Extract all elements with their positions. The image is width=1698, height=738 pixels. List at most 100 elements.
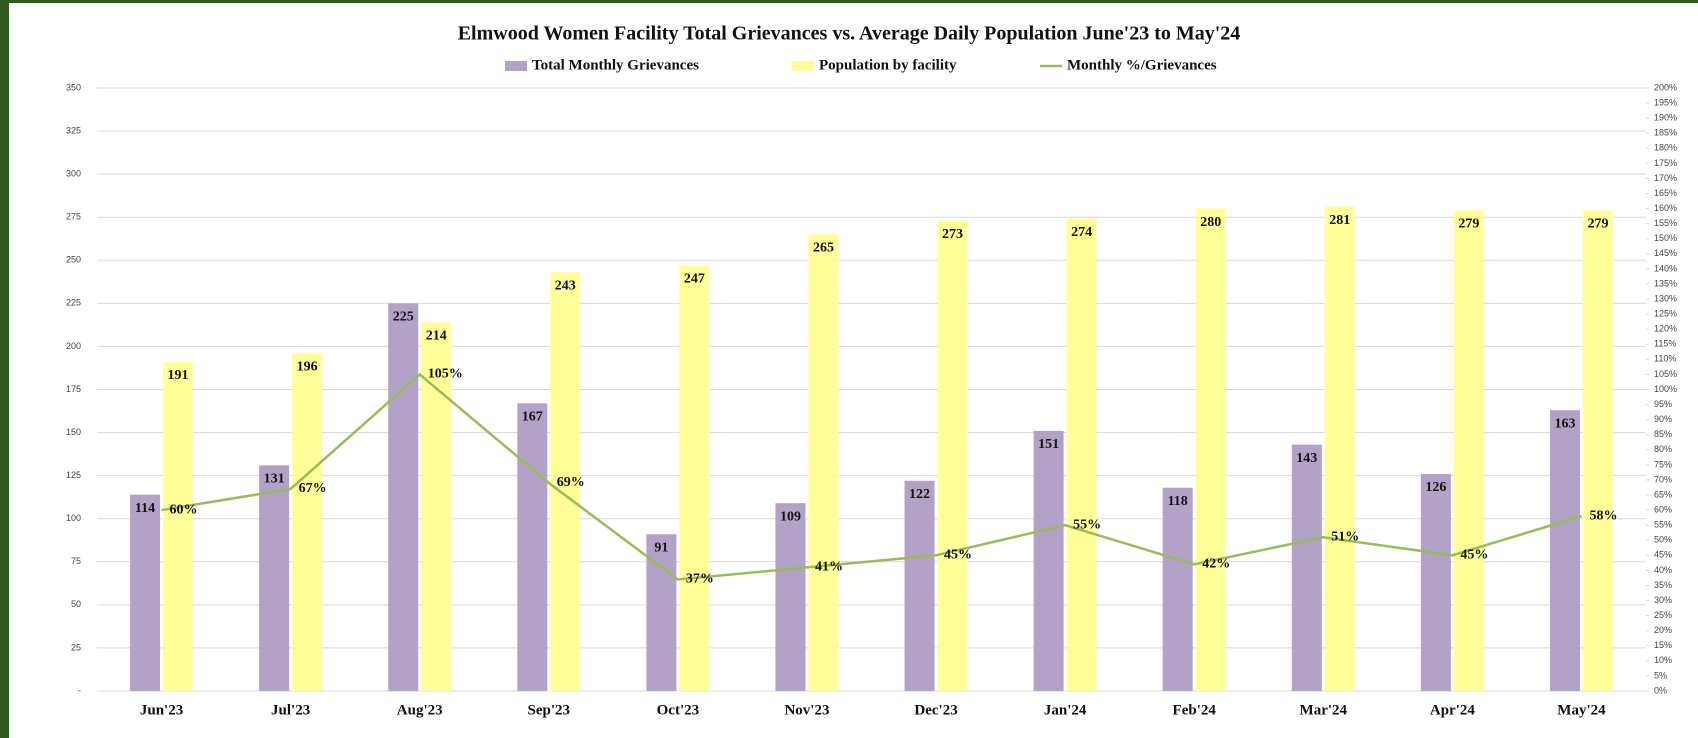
y2-tick-label: 155% bbox=[1654, 218, 1677, 228]
legend-swatch bbox=[792, 61, 814, 71]
bar-value-label: 91 bbox=[654, 540, 668, 555]
y2-tick-label: 175% bbox=[1654, 158, 1677, 168]
y2-tick-label: 55% bbox=[1654, 520, 1672, 530]
bar bbox=[130, 494, 161, 691]
y-tick-label: 50 bbox=[71, 599, 81, 609]
legend-label: Population by facility bbox=[819, 57, 957, 73]
bar-value-label: 163 bbox=[1554, 416, 1575, 431]
line-value-label: 51% bbox=[1331, 529, 1359, 544]
y2-tick-label: 85% bbox=[1654, 429, 1672, 439]
bar bbox=[388, 303, 419, 691]
line-value-label: 41% bbox=[815, 560, 843, 575]
y2-tick-label: 75% bbox=[1654, 459, 1672, 469]
bar-value-label: 191 bbox=[168, 368, 189, 383]
y2-tick-label: 25% bbox=[1654, 610, 1672, 620]
bar-value-label: 214 bbox=[426, 329, 447, 344]
bar bbox=[775, 503, 806, 691]
y2-tick-label: 60% bbox=[1654, 504, 1672, 514]
y2-tick-label: 10% bbox=[1654, 655, 1672, 665]
x-tick-label: Jun'23 bbox=[140, 702, 183, 718]
bar bbox=[421, 322, 452, 691]
bar-value-label: 196 bbox=[297, 360, 318, 375]
y2-tick-label: 20% bbox=[1654, 625, 1672, 635]
y-tick-label: 225 bbox=[66, 298, 81, 308]
y-tick-label: 300 bbox=[66, 169, 81, 179]
bar-value-label: 167 bbox=[522, 410, 543, 425]
line bbox=[161, 372, 1582, 581]
y-tick-label: 200 bbox=[66, 341, 81, 351]
y2-tick-label: 165% bbox=[1654, 188, 1677, 198]
y2-tick-label: 110% bbox=[1654, 354, 1676, 364]
y2-tick-label: 170% bbox=[1654, 173, 1677, 183]
line-value-label: 60% bbox=[170, 502, 198, 517]
bar bbox=[1033, 430, 1064, 691]
bar-value-label: 122 bbox=[909, 487, 930, 502]
y2-tick-label: 200% bbox=[1654, 82, 1677, 92]
bar-value-label: 280 bbox=[1200, 215, 1221, 230]
y2-tick-label: 195% bbox=[1654, 97, 1677, 107]
line-value-label: 55% bbox=[1073, 517, 1101, 532]
x-tick-label: Jul'23 bbox=[271, 702, 310, 718]
y-tick-label: - bbox=[78, 685, 81, 695]
y-tick-label: 25 bbox=[71, 642, 81, 652]
y2-tick-label: 115% bbox=[1654, 339, 1676, 349]
bar-value-label: 279 bbox=[1458, 217, 1479, 232]
x-tick-label: Sep'23 bbox=[528, 702, 571, 718]
y2-tick-label: 0% bbox=[1654, 685, 1667, 695]
bar-value-label: 265 bbox=[813, 241, 834, 256]
y2-tick-label: 30% bbox=[1654, 595, 1672, 605]
y2-tick-label: 135% bbox=[1654, 278, 1677, 288]
y-tick-label: 250 bbox=[66, 255, 81, 265]
y2-tick-label: 5% bbox=[1654, 670, 1667, 680]
y2-tick-label: 185% bbox=[1654, 128, 1677, 138]
bar-value-label: 243 bbox=[555, 279, 576, 294]
legend-label: Total Monthly Grievances bbox=[532, 57, 699, 73]
y2-tick-label: 35% bbox=[1654, 580, 1672, 590]
bar bbox=[517, 403, 548, 691]
y2-tick-label: 45% bbox=[1654, 550, 1672, 560]
bar-value-label: 118 bbox=[1168, 494, 1188, 509]
bar-value-label: 247 bbox=[684, 272, 705, 287]
bar-value-label: 279 bbox=[1587, 217, 1608, 232]
y2-tick-label: 180% bbox=[1654, 143, 1677, 153]
y2-tick-label: 125% bbox=[1654, 309, 1677, 319]
bar bbox=[1291, 444, 1322, 691]
x-tick-label: Nov'23 bbox=[784, 702, 829, 718]
bar bbox=[259, 465, 290, 691]
bar bbox=[1549, 410, 1580, 691]
bar-value-label: 114 bbox=[135, 501, 155, 516]
y-tick-label: 175 bbox=[66, 384, 81, 394]
bar bbox=[808, 234, 839, 691]
bar bbox=[679, 265, 710, 691]
bar-value-label: 274 bbox=[1071, 225, 1092, 240]
x-tick-label: Jan'24 bbox=[1044, 702, 1087, 718]
bar bbox=[1195, 208, 1226, 691]
x-tick-label: Oct'23 bbox=[657, 702, 700, 718]
bar-value-label: 281 bbox=[1329, 213, 1350, 228]
y2-tick-label: 65% bbox=[1654, 489, 1672, 499]
bar bbox=[1066, 218, 1097, 692]
bar bbox=[1582, 210, 1613, 691]
y2-tick-label: 70% bbox=[1654, 474, 1672, 484]
bar bbox=[292, 353, 323, 691]
y2-tick-label: 105% bbox=[1654, 369, 1677, 379]
bar bbox=[1453, 210, 1484, 691]
y2-tick-label: 50% bbox=[1654, 535, 1672, 545]
x-tick-label: Dec'23 bbox=[914, 702, 957, 718]
x-tick-label: Aug'23 bbox=[397, 702, 443, 718]
y2-tick-label: 150% bbox=[1654, 233, 1677, 243]
bar-value-label: 126 bbox=[1425, 480, 1446, 495]
bar-value-label: 225 bbox=[393, 310, 414, 325]
y2-tick-label: 40% bbox=[1654, 565, 1672, 575]
y2-tick-label: 15% bbox=[1654, 640, 1672, 650]
y2-tick-label: 140% bbox=[1654, 263, 1677, 273]
bar-value-label: 109 bbox=[780, 509, 801, 524]
line-value-label: 58% bbox=[1589, 508, 1617, 523]
line-value-label: 45% bbox=[944, 548, 972, 563]
chart-title: Elmwood Women Facility Total Grievances … bbox=[458, 23, 1241, 45]
line-value-label: 45% bbox=[1460, 548, 1488, 563]
y-tick-label: 150 bbox=[66, 427, 81, 437]
bar bbox=[937, 220, 968, 691]
x-tick-label: Apr'24 bbox=[1430, 702, 1476, 718]
y-tick-label: 275 bbox=[66, 212, 81, 222]
